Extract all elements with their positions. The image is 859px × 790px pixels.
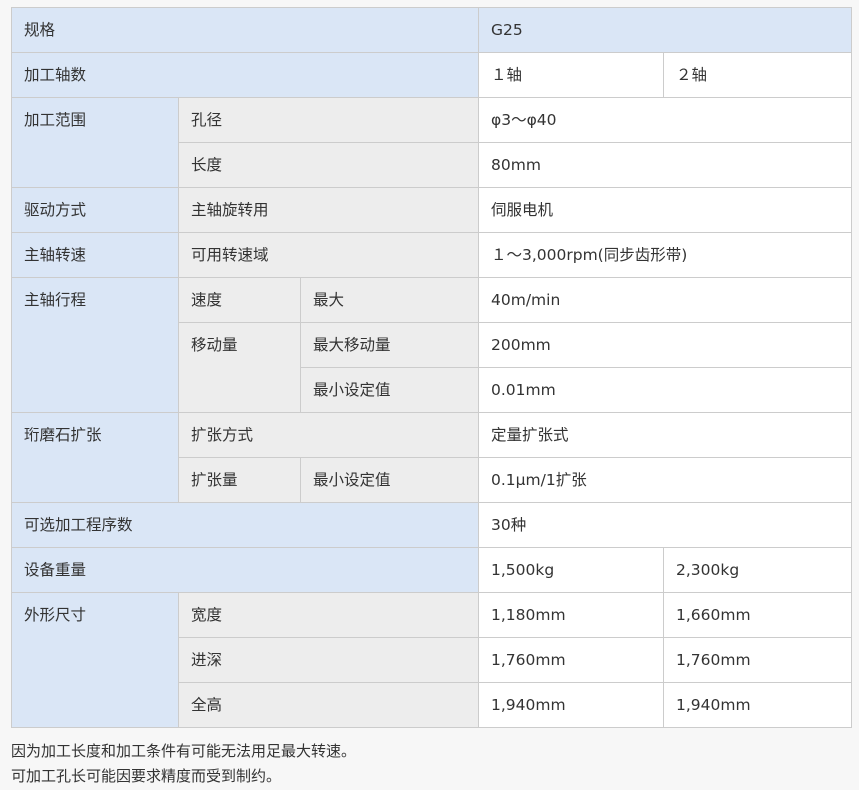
subheader-cell: 可用转速域 [178, 232, 479, 278]
value-cell: 1,760mm [478, 637, 664, 683]
header-cell: 驱动方式 [11, 187, 179, 233]
header-cell: 主轴行程 [11, 277, 179, 413]
subheader-cell: 移动量 [178, 322, 301, 413]
header-cell: 主轴转速 [11, 232, 179, 278]
value-cell: 1,940mm [478, 682, 664, 728]
subheader-cell: 全高 [178, 682, 479, 728]
header-cell: G25 [477, 7, 853, 53]
value-cell: ２轴 [662, 52, 853, 98]
subheader-cell: 宽度 [178, 592, 479, 638]
table-row: 移动量 最大移动量 200mm [12, 322, 853, 413]
table-row: 主轴转速 可用转速域 １〜3,000rpm(同步齿形带) [11, 232, 853, 278]
value-cell: 1,500kg [478, 547, 664, 593]
footnote: 因为加工长度和加工条件有可能无法用足最大转速。 [11, 742, 357, 760]
value-cell: 1,760mm [662, 637, 853, 683]
header-cell: 规格 [11, 7, 479, 53]
value-cell: １轴 [478, 52, 664, 98]
value-cell: 2,300kg [662, 547, 853, 593]
subheader-cell: 扩张量 [178, 457, 301, 503]
table-row: 进深 1,760mm 1,760mm [12, 637, 853, 683]
value-cell: 200mm [477, 322, 853, 368]
spec-table: 规格 G25 加工轴数 １轴 ２轴 加工范围 孔径 φ3〜φ40 长度 80mm 驱动方式 主轴旋转用… [11, 7, 853, 728]
subheader-cell: 孔径 [178, 97, 479, 143]
subheader-cell: 最小设定值 [300, 457, 479, 503]
table-row: 主轴行程 速度 最大 40m/min [11, 277, 853, 413]
table-row: 可选加工程序数 30种 [11, 502, 853, 548]
subheader-cell: 速度 [178, 277, 301, 323]
value-cell: 30种 [477, 502, 853, 548]
header-cell: 可选加工程序数 [11, 502, 479, 548]
value-cell: 80mm [477, 142, 853, 188]
subheader-cell: 进深 [178, 637, 479, 683]
footnotes: 因为加工长度和加工条件有可能无法用足最大转速。 可加工孔长可能因要求精度而受到制… [11, 739, 356, 789]
table-row: 加工范围 孔径 φ3〜φ40 [11, 97, 853, 188]
table-row: 扩张量 最小设定值 0.1μm/1扩张 [12, 457, 853, 503]
value-cell: 1,180mm [478, 592, 664, 638]
value-cell: 0.1μm/1扩张 [477, 457, 853, 503]
table-row: 规格 G25 [11, 7, 853, 53]
subheader-cell: 长度 [178, 142, 479, 188]
subheader-cell: 主轴旋转用 [178, 187, 479, 233]
value-cell: 1,940mm [662, 682, 853, 728]
value-cell: 40m/min [477, 277, 853, 323]
value-cell: 0.01mm [477, 367, 853, 413]
value-cell: １〜3,000rpm(同步齿形带) [477, 232, 853, 278]
footnote: 可加工孔长可能因要求精度而受到制约。 [11, 767, 282, 785]
header-cell: 加工轴数 [11, 52, 479, 98]
subheader-cell: 扩张方式 [178, 412, 479, 458]
header-cell: 外形尺寸 [11, 592, 179, 728]
table-row: 加工轴数 １轴 ２轴 [11, 52, 853, 98]
subheader-cell: 最大移动量 [300, 322, 479, 368]
table-row: 驱动方式 主轴旋转用 伺服电机 [11, 187, 853, 233]
table-row: 外形尺寸 宽度 1,180mm 1,660mm [11, 592, 853, 728]
table-row: 全高 1,940mm 1,940mm [12, 682, 853, 728]
value-cell: 1,660mm [662, 592, 853, 638]
table-row: 设备重量 1,500kg 2,300kg [11, 547, 853, 593]
table-row: 最小设定值 0.01mm [12, 367, 853, 413]
header-cell: 加工范围 [11, 97, 179, 188]
value-cell: 伺服电机 [477, 187, 853, 233]
header-cell: 设备重量 [11, 547, 479, 593]
header-cell: 珩磨石扩张 [11, 412, 179, 503]
subheader-cell: 最小设定值 [300, 367, 479, 413]
table-row: 长度 80mm [12, 142, 853, 188]
table-row: 珩磨石扩张 扩张方式 定量扩张式 [11, 412, 853, 503]
value-cell: 定量扩张式 [477, 412, 853, 458]
subheader-cell: 最大 [300, 277, 479, 323]
value-cell: φ3〜φ40 [477, 97, 853, 143]
